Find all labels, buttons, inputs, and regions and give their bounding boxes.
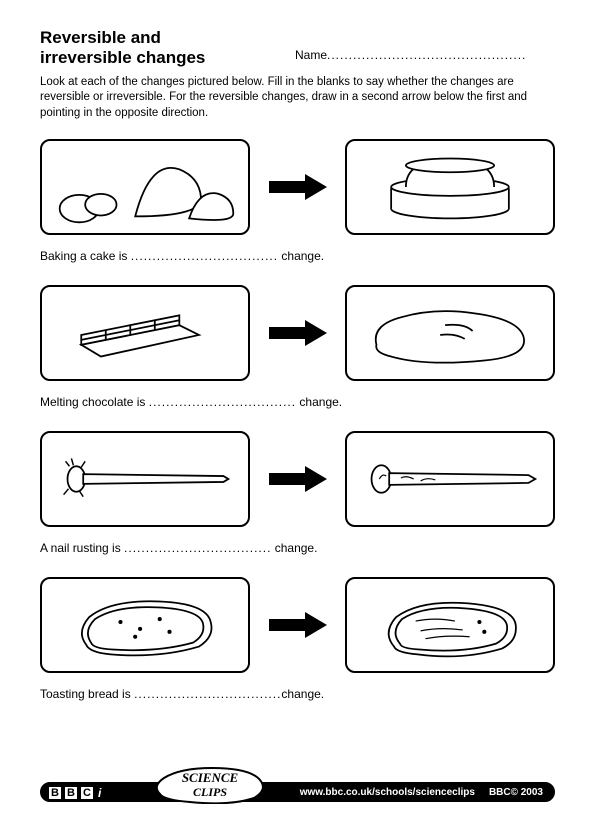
caption-blank[interactable]: .................................. [134, 687, 281, 701]
svg-text:CLIPS: CLIPS [193, 785, 227, 799]
change-row-nail [40, 431, 555, 527]
arrow-right-icon [267, 318, 329, 348]
footer-bar: www.bbc.co.uk/schools/scienceclips BBC© … [40, 782, 555, 802]
caption-pre: Toasting bread is [40, 687, 134, 701]
name-label: Name [295, 48, 327, 62]
caption-chocolate: Melting chocolate is ...................… [40, 395, 555, 409]
caption-post: change. [271, 541, 317, 555]
bbc-c: C [80, 786, 94, 800]
arrow-column [258, 610, 338, 640]
bbc-logo: B B C i [48, 786, 104, 800]
footer: www.bbc.co.uk/schools/scienceclips BBC© … [40, 762, 555, 802]
nail-icon [42, 431, 248, 527]
bbc-b1: B [48, 786, 62, 800]
caption-post: change. [281, 687, 324, 701]
caption-pre: A nail rusting is [40, 541, 124, 555]
cake-icon [347, 139, 553, 235]
image-box-rusty-nail [345, 431, 555, 527]
instructions-text: Look at each of the changes pictured bel… [40, 75, 555, 122]
arrow-column [258, 318, 338, 348]
science-clips-logo: SCIENCE CLIPS [150, 760, 270, 804]
arrow-right-icon [267, 172, 329, 202]
image-box-nail [40, 431, 250, 527]
caption-nail: A nail rusting is ......................… [40, 541, 555, 555]
caption-pre: Baking a cake is [40, 249, 131, 263]
svg-text:SCIENCE: SCIENCE [182, 770, 239, 785]
caption-blank[interactable]: .................................. [124, 541, 271, 555]
caption-post: change. [278, 249, 324, 263]
image-box-melted-chocolate [345, 285, 555, 381]
arrow-right-icon [267, 464, 329, 494]
image-box-cake [345, 139, 555, 235]
change-row-cake [40, 139, 555, 235]
chocolate-bar-icon [42, 285, 248, 381]
caption-toast: Toasting bread is ......................… [40, 687, 555, 701]
image-box-toast [345, 577, 555, 673]
change-row-toast [40, 577, 555, 673]
arrow-right-icon [267, 610, 329, 640]
name-field-row: Name....................................… [295, 48, 526, 62]
image-box-ingredients [40, 139, 250, 235]
bbc-b2: B [64, 786, 78, 800]
caption-blank[interactable]: .................................. [131, 249, 278, 263]
toast-icon [347, 577, 553, 673]
ingredients-icon [42, 139, 248, 235]
image-box-bread [40, 577, 250, 673]
footer-copyright: BBC© 2003 [489, 787, 543, 798]
change-row-chocolate [40, 285, 555, 381]
caption-blank[interactable]: .................................. [149, 395, 296, 409]
footer-url: www.bbc.co.uk/schools/scienceclips [300, 787, 475, 798]
image-box-chocolate-bar [40, 285, 250, 381]
name-blank[interactable]: ........................................… [327, 48, 526, 62]
caption-pre: Melting chocolate is [40, 395, 149, 409]
arrow-column [258, 172, 338, 202]
caption-cake: Baking a cake is .......................… [40, 249, 555, 263]
title-line-1: Reversible and [40, 28, 555, 48]
arrow-column [258, 464, 338, 494]
bbc-i: i [98, 786, 104, 800]
bread-icon [42, 577, 248, 673]
caption-post: change. [296, 395, 342, 409]
melted-chocolate-icon [347, 285, 553, 381]
rusty-nail-icon [347, 431, 553, 527]
